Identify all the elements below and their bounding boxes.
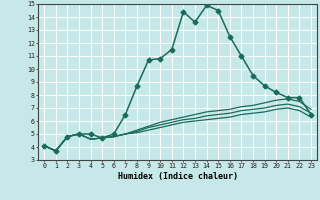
X-axis label: Humidex (Indice chaleur): Humidex (Indice chaleur) (118, 172, 238, 181)
